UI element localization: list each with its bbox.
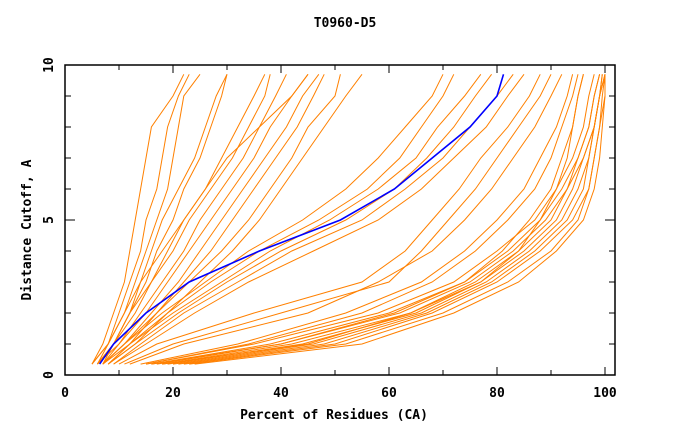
series-lines — [91, 74, 606, 365]
plot-frame — [64, 64, 616, 376]
series-line-27 — [162, 74, 603, 365]
x-tick-label: 60 — [381, 386, 397, 401]
series-line-20 — [113, 74, 525, 365]
highlight-series-line — [98, 74, 505, 365]
series-line-31 — [183, 74, 606, 365]
series-line-12 — [107, 74, 363, 365]
series-line-9 — [102, 74, 320, 365]
x-tick-label: 80 — [489, 386, 505, 401]
chart-title: T0960-D5 — [314, 16, 377, 31]
series-line-32 — [189, 74, 606, 365]
series-line-18 — [107, 74, 493, 365]
series-line-37 — [145, 74, 579, 365]
x-tick-label: 100 — [593, 386, 617, 401]
series-line-24 — [145, 74, 595, 365]
series-line-16 — [107, 74, 455, 365]
series-line-23 — [129, 74, 563, 365]
y-tick-label: 5 — [42, 216, 57, 224]
x-tick-label: 0 — [61, 386, 69, 401]
series-line-8 — [97, 74, 309, 365]
axes: 0 20 40 60 80 100 0 5 10 — [42, 57, 617, 401]
series-line-36 — [140, 74, 574, 365]
series-line-5 — [102, 74, 228, 365]
series-line-34 — [151, 74, 584, 365]
x-tick-label: 40 — [273, 386, 289, 401]
series-line-25 — [151, 74, 601, 365]
series-line-22 — [124, 74, 552, 365]
series-line-1 — [91, 74, 185, 365]
series-line-17 — [102, 74, 482, 365]
series-line-7 — [102, 74, 287, 365]
series-line-15 — [102, 74, 444, 365]
series-line-21 — [118, 74, 541, 365]
x-tick-label: 20 — [165, 386, 181, 401]
series-line-11 — [102, 74, 341, 365]
series-line-30 — [178, 74, 606, 365]
x-axis-label: Percent of Residues (CA) — [240, 408, 428, 423]
y-axis-label: Distance Cutoff, A — [20, 159, 35, 300]
series-line-26 — [156, 74, 601, 365]
series-line-10 — [107, 74, 325, 365]
series-line-6 — [97, 74, 271, 365]
series-line-35 — [194, 74, 606, 365]
series-line-2 — [96, 74, 190, 365]
y-tick-label: 10 — [42, 57, 57, 73]
series-line-33 — [162, 74, 584, 365]
y-tick-label: 0 — [42, 371, 57, 379]
series-line-14 — [91, 74, 266, 365]
